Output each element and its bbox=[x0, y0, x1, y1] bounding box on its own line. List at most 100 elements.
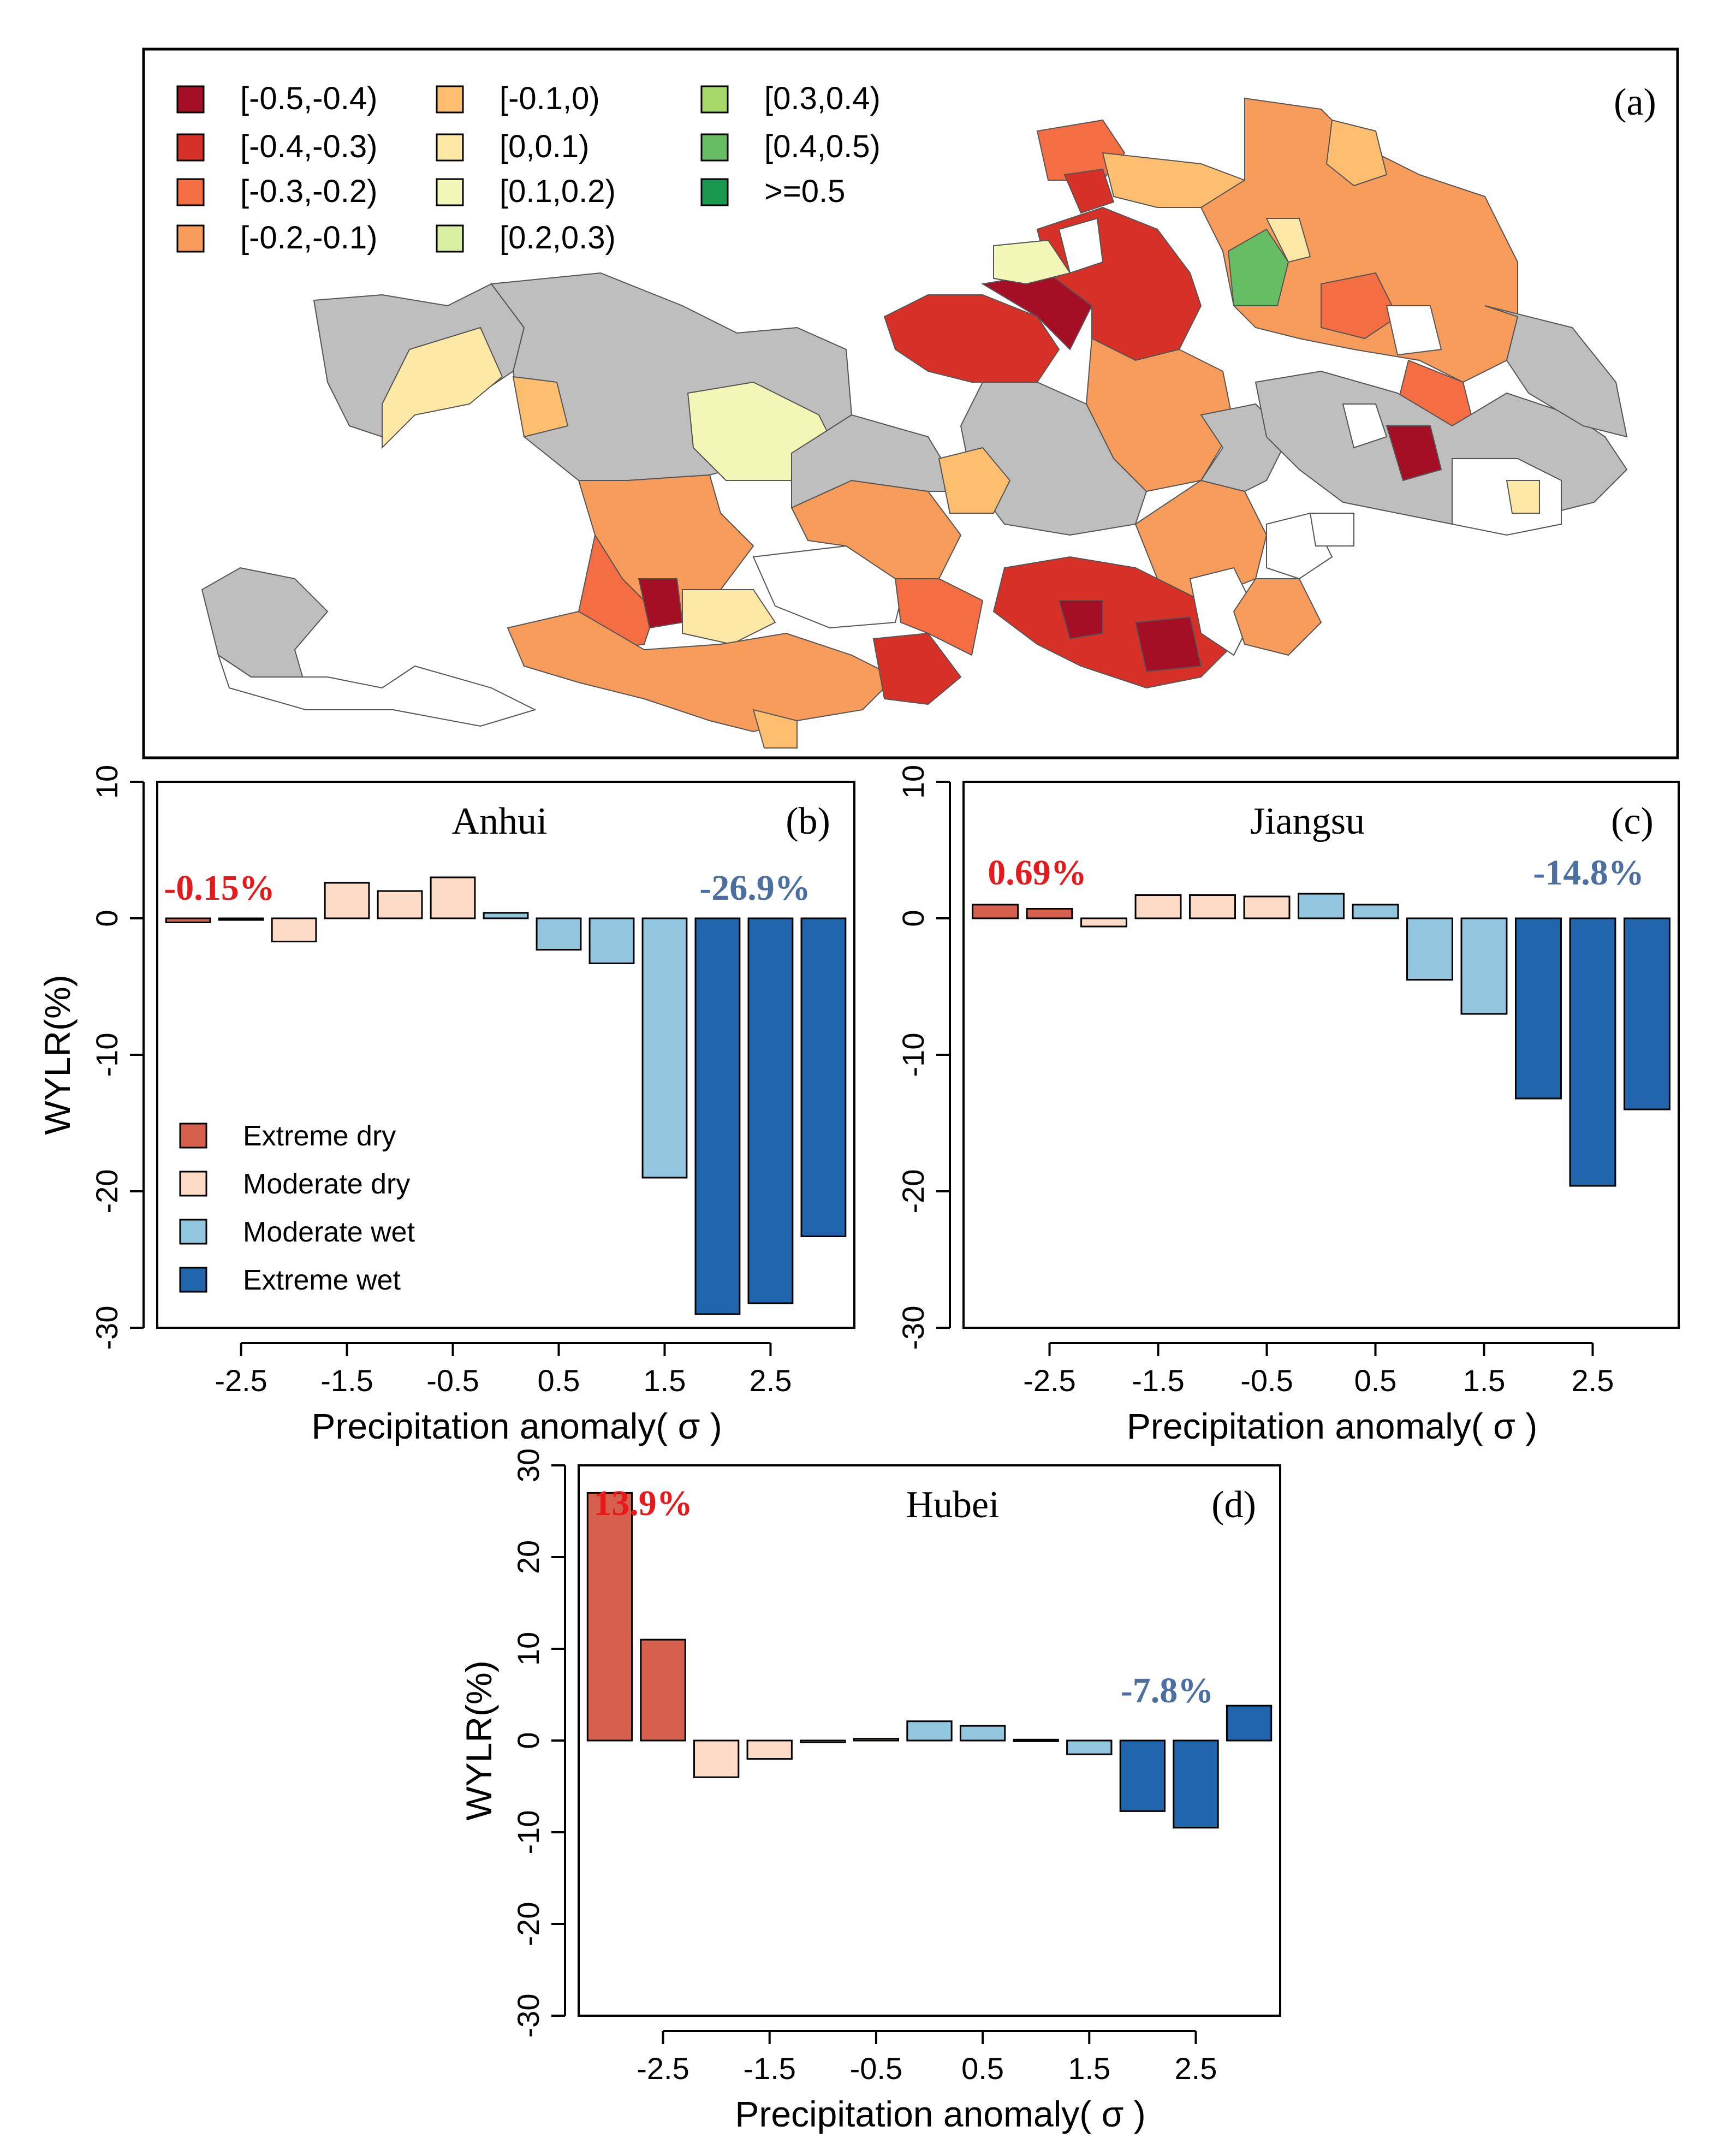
region-anhui-white-north bbox=[1058, 217, 1104, 274]
bar bbox=[1013, 1738, 1059, 1742]
map-legend: [-0.5,-0.4) [-0.4,-0.3) [-0.3,-0.2) [-0.2,-… bbox=[176, 81, 881, 256]
map-legend-label: [0.2,0.3) bbox=[500, 220, 616, 256]
x-tick-label: -1.5 bbox=[320, 1363, 373, 1398]
region-jiangsu-white2 bbox=[1342, 403, 1388, 449]
region-hubei-se-red bbox=[872, 632, 962, 705]
bar bbox=[694, 917, 741, 1315]
y-tick-label: 0 bbox=[90, 910, 124, 927]
x-tick-label: -2.5 bbox=[637, 2051, 689, 2086]
x-tick-label: 0.5 bbox=[1354, 1363, 1397, 1398]
region-hubei-center-red bbox=[894, 578, 984, 656]
chart-panel-hubei: -30 -20 -10 0 10 20 30 -2.5 -1.5 -0.5 0.5 1.5 2.5 Pre… bbox=[459, 1448, 1281, 2134]
map-legend-swatch bbox=[176, 133, 205, 162]
region-jiangsu-top-orange bbox=[1325, 119, 1388, 187]
y-axis-label: WYLR(%) bbox=[37, 975, 78, 1135]
chart-panel-label: (b) bbox=[786, 800, 830, 842]
bar bbox=[1080, 917, 1127, 928]
y-tick-label: 10 bbox=[90, 765, 124, 799]
x-tick-label: 0.5 bbox=[538, 1363, 580, 1398]
region-hubei-mid-yellow bbox=[682, 589, 776, 645]
map-legend-swatch bbox=[700, 133, 729, 162]
map-legend-swatch bbox=[436, 85, 464, 114]
chart-title: Anhui bbox=[452, 800, 548, 842]
annotation-dry: -0.15% bbox=[164, 868, 275, 908]
bar bbox=[800, 917, 847, 1237]
y-tick-label: 30 bbox=[511, 1448, 545, 1482]
bar bbox=[1026, 908, 1073, 919]
x-tick-label: -2.5 bbox=[1023, 1363, 1076, 1398]
bar bbox=[972, 904, 1019, 919]
x-tick-label: 0.5 bbox=[961, 2051, 1004, 2086]
chart-panel-label: (d) bbox=[1211, 1484, 1256, 1526]
region-jiangsu-green bbox=[1227, 228, 1289, 306]
region-jiangsu-white3 bbox=[1452, 458, 1562, 536]
bar bbox=[588, 917, 635, 964]
bar bbox=[536, 917, 582, 951]
y-tick-label: -20 bbox=[511, 1902, 545, 1946]
bar-legend-label: Extreme dry bbox=[243, 1120, 396, 1152]
chart-title: Hubei bbox=[906, 1484, 999, 1526]
region-jiangsu-yellow2 bbox=[1506, 480, 1540, 514]
map-legend-label: [0.1,0.2) bbox=[500, 174, 616, 209]
bar-legend-swatch bbox=[179, 1123, 207, 1149]
bar bbox=[747, 917, 794, 1304]
annotation-wet: -26.9% bbox=[699, 868, 810, 908]
bar bbox=[1515, 917, 1562, 1100]
annotation-dry: 0.69% bbox=[988, 853, 1087, 893]
y-tick-label: 0 bbox=[896, 910, 930, 927]
bar bbox=[324, 882, 370, 919]
region-jiangsu-white4 bbox=[1309, 513, 1354, 547]
bar bbox=[1134, 894, 1182, 919]
map-legend-label: [-0.2,-0.1) bbox=[240, 220, 377, 256]
map-legend-swatch bbox=[176, 178, 205, 206]
bar bbox=[959, 1725, 1006, 1742]
bar-legend-swatch bbox=[179, 1219, 207, 1245]
map-legend-swatch bbox=[436, 224, 464, 253]
region-hubei-south-tip bbox=[752, 709, 798, 749]
map-legend-swatch bbox=[176, 224, 205, 253]
bar bbox=[1243, 895, 1291, 919]
region-jiangsu-east bbox=[1484, 305, 1628, 438]
map-legend-label: [0,0.1) bbox=[500, 129, 589, 164]
x-axis-label: Precipitation anomaly( σ ) bbox=[1127, 1406, 1537, 1446]
map-legend-label: [0.4,0.5) bbox=[764, 129, 881, 164]
region-jiangsu-red1 bbox=[1321, 272, 1399, 340]
region-anhui-west-orange bbox=[938, 447, 1011, 514]
bar bbox=[906, 1720, 953, 1742]
region-jiangsu-white1 bbox=[1386, 305, 1442, 356]
y-tick-label: -10 bbox=[90, 1033, 124, 1077]
region-jiangsu-north bbox=[1200, 97, 1518, 383]
annotation-dry: 13.9% bbox=[593, 1483, 693, 1523]
plot-frame bbox=[156, 781, 855, 1329]
region-hubei-orange-small bbox=[512, 376, 569, 438]
bar bbox=[1173, 1739, 1219, 1829]
region-anhui-lightyellow bbox=[993, 239, 1071, 285]
x-tick-label: 1.5 bbox=[644, 1363, 686, 1398]
bar bbox=[746, 1739, 793, 1760]
y-axis-label: WYLR(%) bbox=[459, 1660, 499, 1820]
region-anhui-darkred-top bbox=[1063, 168, 1115, 214]
x-tick-label: -2.5 bbox=[215, 1363, 267, 1398]
chart-title: Jiangsu bbox=[1250, 800, 1365, 842]
bar bbox=[586, 1492, 633, 1742]
region-anhui-west-darkred bbox=[883, 294, 1060, 383]
bar bbox=[377, 890, 423, 919]
region-anhui-south-darkred2 bbox=[1134, 616, 1202, 673]
bar bbox=[165, 917, 211, 923]
y-tick-label: 10 bbox=[896, 765, 930, 799]
bar-legend-swatch bbox=[179, 1267, 207, 1293]
map-legend-label: [0.3,0.4) bbox=[764, 81, 881, 116]
y-tick-label: 20 bbox=[511, 1540, 545, 1574]
bar bbox=[1624, 917, 1670, 1110]
bar-legend-label: Extreme wet bbox=[243, 1264, 401, 1296]
map-legend-swatch bbox=[700, 85, 729, 114]
x-tick-label: 1.5 bbox=[1463, 1363, 1506, 1398]
bar bbox=[641, 917, 688, 1179]
map-panel-label: (a) bbox=[1614, 81, 1656, 123]
chart-panel-label: (c) bbox=[1611, 800, 1654, 842]
x-tick-label: -0.5 bbox=[426, 1363, 479, 1398]
bar bbox=[271, 917, 317, 942]
bar bbox=[1460, 917, 1508, 1015]
chart-panel-jiangsu: -30 -20 -10 0 10 -2.5 -1.5 -0.5 0.5 1.5 2.5 Precipi… bbox=[896, 765, 1680, 1446]
